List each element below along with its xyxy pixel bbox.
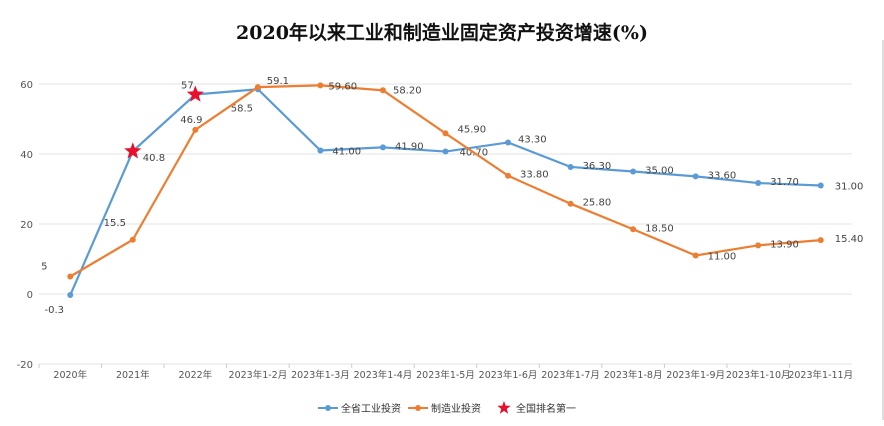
data-point (692, 252, 699, 259)
data-point (442, 130, 449, 137)
x-tick-label: 2023年1-3月 (291, 369, 350, 381)
data-label: 46.9 (180, 115, 202, 126)
x-tick-label: 2021年 (116, 369, 150, 381)
legend-marker-1 (415, 405, 421, 411)
right-border (882, 40, 884, 420)
y-tick-label: -20 (17, 360, 33, 371)
data-point (317, 147, 324, 154)
legend-label-1: 制造业投资 (431, 402, 481, 415)
data-point (254, 84, 261, 91)
data-point (630, 226, 637, 233)
data-point (692, 173, 699, 180)
data-label: 11.00 (708, 252, 737, 263)
data-label: 57 (181, 81, 194, 92)
data-label: 15.5 (104, 218, 126, 229)
data-label: 5 (41, 262, 47, 273)
data-label: 31.00 (835, 182, 864, 193)
data-point (817, 182, 824, 189)
data-point (755, 180, 762, 187)
data-label: 41.00 (332, 147, 361, 158)
legend-marker-0 (325, 405, 331, 411)
x-tick-label: 2023年1-10月 (726, 369, 791, 381)
data-label: 33.80 (520, 170, 549, 181)
data-label: 35.00 (645, 166, 674, 177)
data-label: 59.1 (267, 76, 289, 87)
x-tick-label: 2023年1-7月 (541, 369, 600, 381)
star-marker (186, 85, 204, 102)
data-point (192, 126, 199, 133)
legend-label-star: 全国排名第一 (516, 402, 576, 415)
data-point (567, 163, 574, 170)
data-point (317, 82, 324, 89)
data-point (755, 242, 762, 249)
data-point (129, 236, 136, 243)
x-tick-label: 2022年 (179, 369, 213, 381)
data-label: 33.60 (708, 170, 737, 181)
data-label: 25.80 (583, 198, 612, 209)
data-point (379, 144, 386, 151)
data-point (67, 292, 74, 299)
data-point (630, 168, 637, 175)
data-point (379, 87, 386, 94)
y-tick-label: 20 (20, 220, 33, 231)
y-tick-label: 0 (27, 290, 33, 301)
star-marker (124, 142, 142, 159)
data-label: -0.3 (45, 305, 65, 316)
data-point (505, 139, 512, 146)
x-tick-label: 2023年1-6月 (479, 369, 538, 381)
data-label: 18.50 (645, 223, 674, 234)
x-tick-label: 2023年1-5月 (416, 369, 475, 381)
x-tick-label: 2023年1-11月 (788, 369, 853, 381)
data-point (505, 172, 512, 179)
data-label: 45.90 (458, 124, 487, 135)
data-label: 31.70 (770, 177, 799, 188)
data-label: 15.40 (835, 234, 864, 245)
data-label: 58.20 (393, 85, 422, 96)
data-point (442, 148, 449, 155)
data-label: 36.30 (583, 161, 612, 172)
data-label: 59.60 (328, 81, 357, 92)
legend-star-icon (497, 401, 511, 414)
chart-title: 2020年以来工业和制造业固定资产投资增速(%) (236, 22, 648, 44)
data-label: 13.90 (770, 239, 799, 250)
x-tick-label: 2023年1-4月 (354, 369, 413, 381)
data-point (67, 273, 74, 280)
x-tick-label: 2023年1-9月 (666, 369, 725, 381)
x-tick-label: 2020年 (53, 369, 87, 381)
data-label: 58.5 (231, 103, 253, 114)
data-label: 41.90 (395, 141, 424, 152)
x-tick-label: 2023年1-8月 (604, 369, 663, 381)
x-tick-label: 2023年1-2月 (229, 369, 288, 381)
y-tick-label: 60 (20, 80, 33, 91)
y-tick-label: 40 (20, 150, 33, 161)
data-point (567, 200, 574, 207)
legend-label-0: 全省工业投资 (341, 402, 401, 415)
data-label: 40.8 (143, 153, 165, 164)
data-label: 43.30 (518, 134, 547, 145)
data-point (817, 237, 824, 244)
